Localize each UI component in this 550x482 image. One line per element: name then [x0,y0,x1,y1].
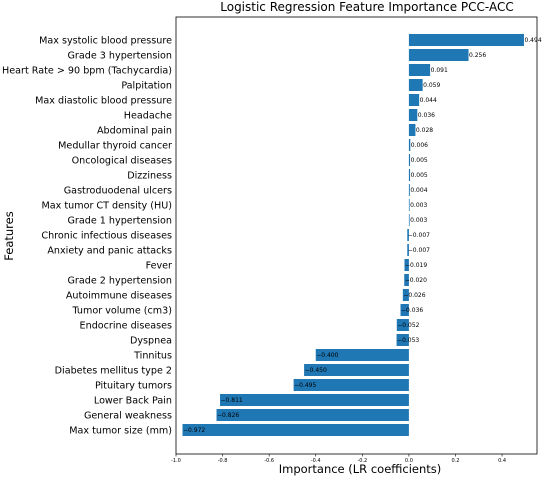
bar-9 [408,169,411,181]
category-label: Tinnitus [133,350,172,361]
data-label: 0.091 [431,67,448,74]
bar-17 [402,289,409,301]
data-label: −0.495 [294,382,316,389]
bars-group [182,34,524,436]
category-label: Gastroduodenal ulcers [64,185,172,196]
bar-18 [400,304,409,316]
category-label: Endocrine diseases [80,320,172,331]
x-tick-label: -0.8 [218,458,228,464]
data-label: −0.036 [401,307,423,314]
x-tick-label: 0.4 [498,458,506,464]
data-label: 0.004 [410,187,427,194]
category-label: Medullar thyroid cancer [58,140,172,151]
category-label: Heart Rate > 90 bpm (Tachycardia) [2,65,172,76]
category-label: Headache [124,110,172,121]
bar-22 [304,364,409,376]
category-label: Grade 2 hypertension [67,275,172,286]
category-label: Fever [146,260,172,271]
bar-2 [408,64,431,76]
bar-8 [408,154,411,166]
x-ticks-group: -1.0 -0.8 -0.6 -0.4 -0.2 0.0 0.2 0.4 [171,454,506,464]
data-label: 0.005 [411,172,428,179]
data-label: 0.036 [418,112,435,119]
bar-21 [315,349,409,361]
data-label: 0.028 [416,127,433,134]
x-tick-label: -0.4 [311,458,321,464]
data-label: −0.019 [405,262,427,269]
data-label: 0.003 [410,217,427,224]
x-axis-title: Importance (LR coefficients) [279,462,442,476]
bar-16 [404,274,409,286]
data-label: −0.826 [217,412,239,419]
category-label: Palpitation [121,80,172,91]
data-label: 0.256 [469,52,486,59]
bar-26 [182,424,409,436]
category-label: Max systolic blood pressure [39,35,172,46]
bar-19 [396,319,409,331]
plot-area [175,16,538,455]
category-label: Chronic infectious diseases [41,230,172,241]
bar-24 [220,394,409,406]
bar-11 [408,199,410,211]
category-label: Tumor volume (cm3) [72,305,173,316]
category-label: Diabetes mellitus type 2 [55,365,172,376]
x-tick-label: 0.0 [405,458,413,464]
data-label: 0.494 [524,37,541,44]
category-label: Lower Back Pain [94,395,172,406]
data-label: −0.020 [405,277,427,284]
y-axis-title: Features [2,211,16,260]
x-tick-label: -0.6 [264,458,274,464]
category-label: Max diastolic blood pressure [35,95,172,106]
x-tick-label: -0.2 [357,458,367,464]
bar-23 [293,379,409,391]
data-label: 0.006 [411,142,428,149]
category-label: Max tumor size (mm) [69,425,172,436]
category-label: Oncological diseases [72,155,172,166]
data-label: −0.053 [397,337,419,344]
data-label: −0.450 [305,367,327,374]
data-label: 0.005 [411,157,428,164]
bar-12 [408,214,410,226]
data-label: −0.026 [403,292,425,299]
x-tick-label: 0.2 [452,458,460,464]
data-label: 0.059 [423,82,440,89]
category-label: Grade 1 hypertension [67,215,172,226]
bar-25 [216,409,409,421]
bar-3 [408,79,423,91]
category-label: Anxiety and panic attacks [47,245,172,256]
category-label: Abdominal pain [97,125,172,136]
bar-13 [407,229,409,241]
bar-20 [396,334,409,346]
data-label: −0.400 [316,352,338,359]
category-labels-group: Max systolic blood pressure 0.494 Grade 3 … [2,35,542,436]
chart-title: Logistic Regression Feature Importance P… [220,0,513,14]
bar-1 [408,49,469,61]
bar-6 [408,124,416,136]
category-label: Dizziness [127,170,172,181]
bar-15 [404,259,409,271]
category-label: General weakness [84,410,172,421]
category-label: Pituitary tumors [95,380,172,391]
data-label: 0.003 [410,202,427,209]
bar-7 [408,139,411,151]
bar-5 [408,109,418,121]
data-label: −0.811 [221,397,243,404]
bar-10 [408,184,410,196]
data-label: −0.007 [408,232,430,239]
category-label: Grade 3 hypertension [67,50,172,61]
x-tick-label: -1.0 [171,458,181,464]
data-label: 0.044 [420,97,437,104]
bar-14 [407,244,409,256]
category-label: Dyspnea [130,335,172,346]
bar-0 [408,34,524,46]
category-label: Autoimmune diseases [66,290,172,301]
data-label: −0.052 [397,322,419,329]
data-label: −0.007 [408,247,430,254]
data-label: −0.972 [183,427,205,434]
category-label: Max tumor CT density (HU) [42,200,173,211]
bar-4 [408,94,420,106]
